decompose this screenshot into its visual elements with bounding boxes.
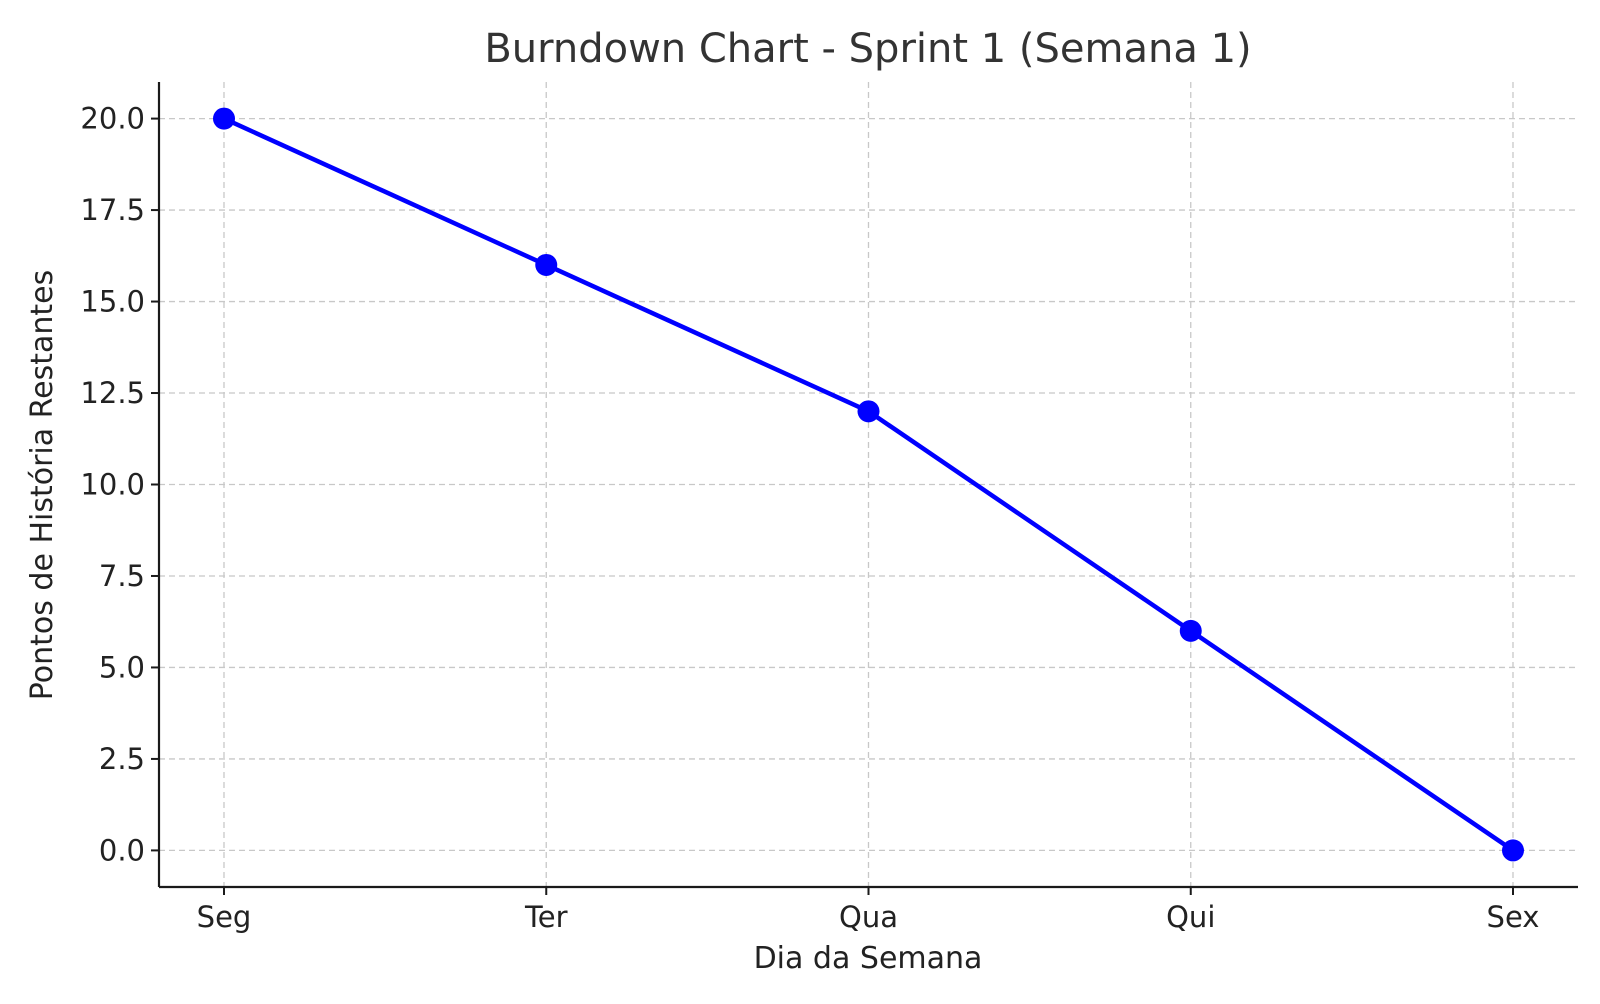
y-tick-label: 7.5 bbox=[99, 559, 145, 593]
data-point bbox=[213, 107, 235, 130]
x-tick-label: Qui bbox=[1166, 900, 1215, 934]
data-point bbox=[857, 400, 880, 423]
x-axis-ticks: Seg Ter Qua Qui Sex bbox=[197, 887, 1540, 934]
y-tick-label: 10.0 bbox=[80, 468, 145, 502]
y-tick-label: 2.5 bbox=[99, 742, 145, 776]
y-axis-label: Pontos de História Restantes bbox=[25, 270, 60, 701]
grid-lines bbox=[159, 82, 1578, 887]
y-tick-label: 0.0 bbox=[99, 833, 145, 867]
data-point bbox=[1502, 839, 1524, 862]
x-tick-label: Seg bbox=[197, 900, 252, 934]
x-axis-label: Dia da Semana bbox=[754, 941, 983, 976]
y-tick-label: 5.0 bbox=[99, 650, 145, 684]
chart-title: Burndown Chart - Sprint 1 (Semana 1) bbox=[484, 26, 1251, 72]
data-point bbox=[535, 253, 558, 276]
y-tick-label: 15.0 bbox=[80, 285, 145, 319]
x-tick-label: Qua bbox=[839, 900, 898, 934]
y-tick-label: 20.0 bbox=[80, 102, 145, 136]
y-tick-label: 12.5 bbox=[80, 376, 145, 410]
series-remaining-points bbox=[213, 107, 1524, 862]
data-point bbox=[1179, 619, 1202, 642]
x-tick-label: Ter bbox=[524, 900, 568, 934]
y-axis-ticks: 0.0 2.5 5.0 7.5 10.0 12.5 15.0 17.5 20.0 bbox=[80, 102, 159, 867]
y-tick-label: 17.5 bbox=[80, 193, 145, 227]
x-tick-label: Sex bbox=[1487, 900, 1540, 934]
